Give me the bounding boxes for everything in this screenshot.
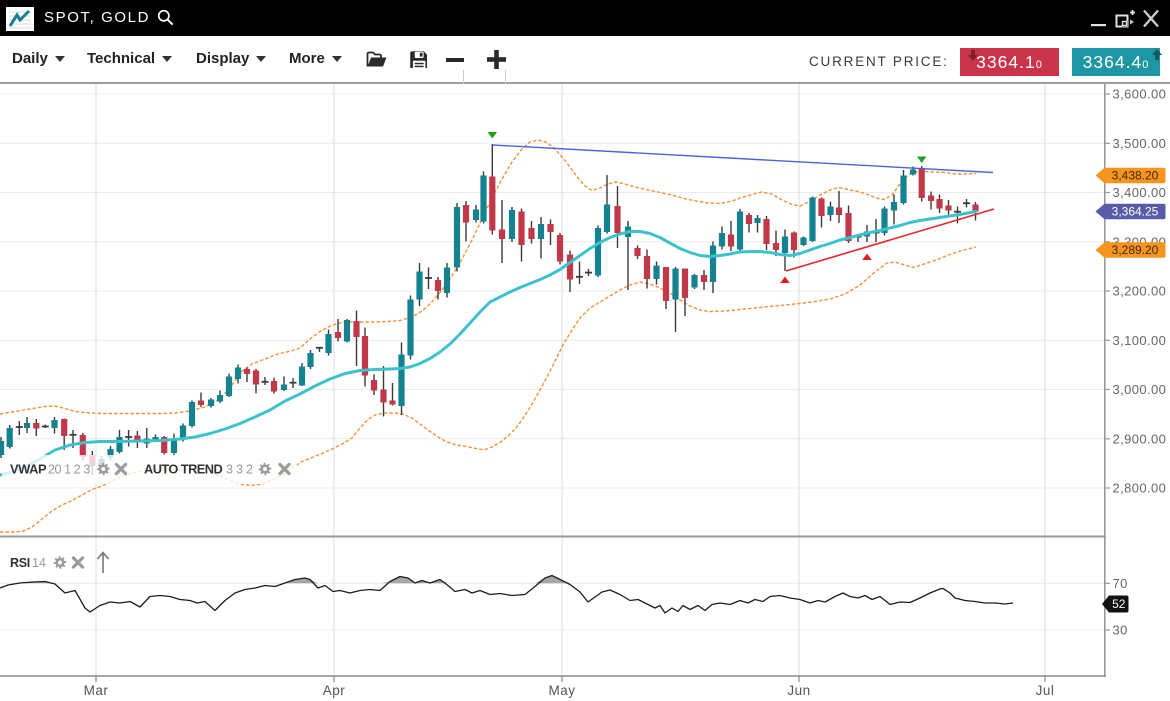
svg-text:14: 14 [32, 556, 46, 570]
svg-text:Apr: Apr [323, 683, 346, 698]
svg-text:3,000.00: 3,000.00 [1113, 382, 1167, 397]
svg-text:3 3 2: 3 3 2 [226, 463, 253, 477]
svg-text:VWAP: VWAP [10, 462, 47, 477]
svg-text:May: May [548, 683, 575, 698]
svg-text:RSI: RSI [10, 556, 30, 570]
svg-text:Mar: Mar [84, 683, 109, 698]
svg-text:3,500.00: 3,500.00 [1113, 136, 1167, 151]
svg-text:20 1 2 3: 20 1 2 3 [48, 463, 90, 477]
svg-text:3,438.20: 3,438.20 [1112, 169, 1159, 183]
svg-text:3,364.25: 3,364.25 [1112, 205, 1159, 219]
svg-text:2,900.00: 2,900.00 [1113, 431, 1167, 446]
svg-text:Jun: Jun [787, 683, 810, 698]
svg-text:3,100.00: 3,100.00 [1113, 333, 1167, 348]
svg-text:AUTO TREND: AUTO TREND [144, 462, 222, 477]
svg-text:3,289.20: 3,289.20 [1112, 243, 1159, 257]
svg-text:3,400.00: 3,400.00 [1113, 185, 1167, 200]
svg-text:70: 70 [1113, 576, 1128, 591]
svg-text:Jul: Jul [1036, 683, 1055, 698]
svg-text:3,200.00: 3,200.00 [1113, 284, 1167, 299]
svg-text:52: 52 [1112, 597, 1126, 611]
svg-text:3,600.00: 3,600.00 [1113, 87, 1167, 102]
svg-text:30: 30 [1113, 623, 1128, 638]
svg-text:2,800.00: 2,800.00 [1113, 481, 1167, 496]
